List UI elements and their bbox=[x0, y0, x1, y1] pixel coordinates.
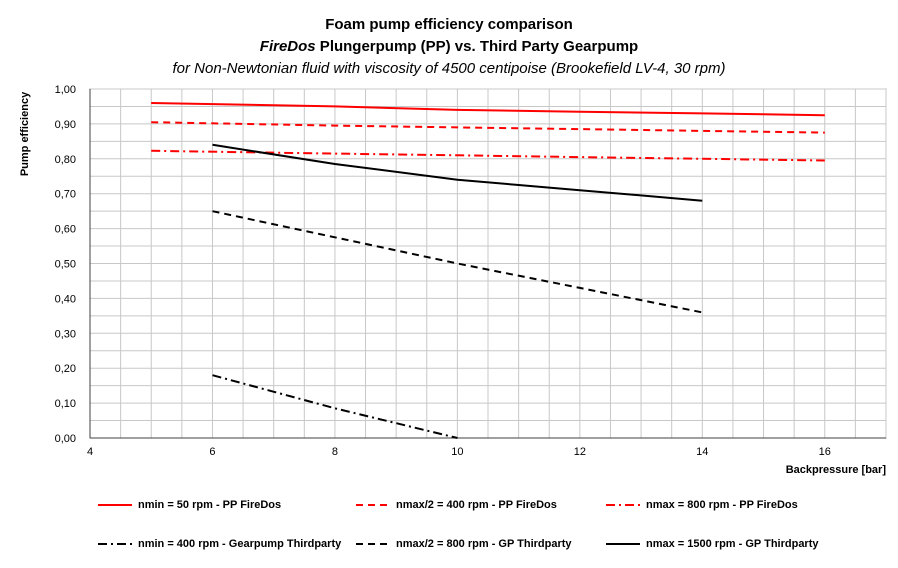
x-tick-label: 6 bbox=[209, 446, 215, 458]
legend-swatch bbox=[98, 504, 132, 506]
legend-swatch bbox=[606, 543, 640, 545]
chart-subtitle-fluid: for Non-Newtonian fluid with viscosity o… bbox=[172, 60, 726, 77]
legend-label: nmax/2 = 400 rpm - PP FireDos bbox=[396, 499, 557, 511]
y-tick-label: 0,90 bbox=[55, 119, 76, 131]
brand-name: FireDos bbox=[259, 38, 316, 55]
legend-item-gp-nmax: nmax = 1500 rpm - GP Thirdparty bbox=[606, 534, 819, 554]
y-tick-label: 0,10 bbox=[55, 398, 76, 410]
x-tick-label: 14 bbox=[696, 446, 708, 458]
legend-label: nmax = 800 rpm - PP FireDos bbox=[646, 499, 798, 511]
y-tick-label: 0,00 bbox=[55, 433, 76, 445]
x-tick-label: 16 bbox=[819, 446, 831, 458]
series-lines bbox=[151, 102, 825, 439]
y-tick-label: 0,80 bbox=[55, 154, 76, 166]
x-tick-label: 8 bbox=[332, 446, 338, 458]
y-tick-label: 0,20 bbox=[55, 363, 76, 375]
y-tick-label: 0,40 bbox=[55, 293, 76, 305]
x-axis-label: Backpressure [bar] bbox=[786, 464, 887, 476]
series-line-4 bbox=[212, 374, 458, 439]
y-tick-label: 0,50 bbox=[55, 259, 76, 271]
legend-label: nmax = 1500 rpm - GP Thirdparty bbox=[646, 538, 819, 550]
legend-label: nmin = 50 rpm - PP FireDos bbox=[138, 499, 282, 511]
series-line-6 bbox=[212, 143, 703, 202]
y-tick-label: 0,30 bbox=[55, 328, 76, 340]
legend-item-pp-nmax: nmax = 800 rpm - PP FireDos bbox=[606, 495, 798, 515]
chart-subtitle: FireDos Plungerpump (PP) vs. Third Party… bbox=[0, 36, 898, 58]
legend-swatch bbox=[606, 504, 640, 506]
legend-item-gp-nmin: nmin = 400 rpm - Gearpump Thirdparty bbox=[98, 534, 341, 554]
legend-label: nmin = 400 rpm - Gearpump Thirdparty bbox=[138, 538, 342, 550]
tick-labels: 0,00 0,10 0,20 0,30 0,40 0,50 0,60 0,70 0,80 0,90… bbox=[55, 84, 831, 458]
x-tick-label: 12 bbox=[574, 446, 586, 458]
grid bbox=[89, 88, 887, 439]
y-tick-label: 0,60 bbox=[55, 224, 76, 236]
y-axis-label: Pump efficiency bbox=[19, 91, 31, 176]
chart-titles: Foam pump efficiency comparison FireDos … bbox=[0, 14, 898, 80]
subtitle-rest: Plungerpump (PP) vs. Third Party Gearpum… bbox=[315, 38, 639, 55]
y-tick-label: 0,70 bbox=[55, 189, 76, 201]
legend-swatch bbox=[356, 504, 390, 506]
legend-item-pp-nmin: nmin = 50 rpm - PP FireDos bbox=[98, 495, 281, 515]
x-tick-label: 10 bbox=[451, 446, 463, 458]
legend-swatch bbox=[356, 543, 390, 545]
legend-item-gp-nmax2: nmax/2 = 800 rpm - GP Thirdparty bbox=[356, 534, 572, 554]
chart-title: Foam pump efficiency comparison bbox=[325, 16, 573, 33]
series-line-1 bbox=[151, 102, 825, 117]
legend-label: nmax/2 = 800 rpm - GP Thirdparty bbox=[396, 538, 572, 550]
legend-item-pp-nmax2: nmax/2 = 400 rpm - PP FireDos bbox=[356, 495, 557, 515]
legend: nmin = 50 rpm - PP FireDos nmax/2 = 400 … bbox=[0, 490, 898, 560]
legend-swatch bbox=[98, 543, 132, 545]
series-line-3 bbox=[151, 149, 825, 162]
y-tick-label: 1,00 bbox=[55, 84, 76, 96]
x-tick-label: 4 bbox=[87, 446, 93, 458]
